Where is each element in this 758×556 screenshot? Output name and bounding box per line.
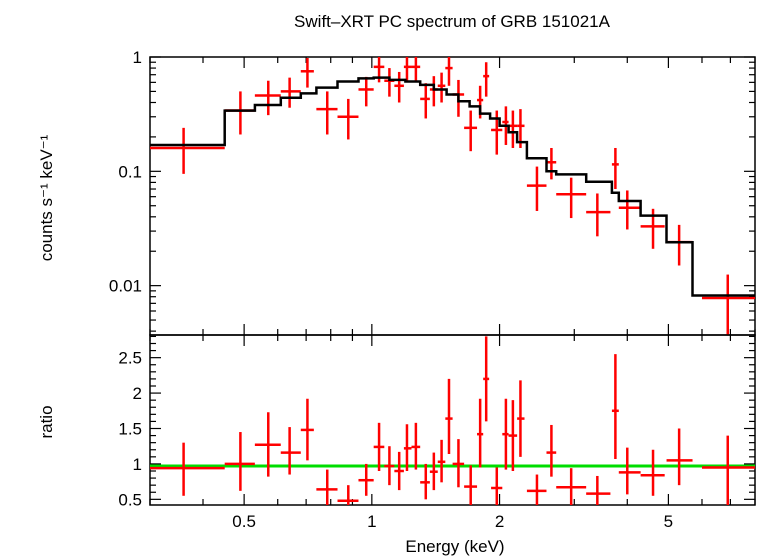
x-axis-label: Energy (keV): [405, 537, 504, 556]
data-point: [483, 336, 490, 422]
spectrum-panel: 0.01 0.1 1: [109, 48, 756, 336]
data-point: [394, 451, 404, 491]
data-point: [420, 463, 430, 500]
data-point: [254, 80, 281, 116]
data-point: [586, 475, 611, 505]
y-tick-label: 1: [133, 455, 142, 474]
data-point: [666, 224, 693, 266]
data-point: [384, 446, 395, 486]
data-point: [701, 274, 755, 335]
data-point: [517, 380, 525, 457]
data-point: [483, 62, 490, 97]
data-point: [420, 83, 430, 119]
ratio-frame: [149, 334, 756, 506]
x-tick-label: 1: [367, 512, 376, 531]
data-point: [403, 424, 412, 471]
y-tick-label: 0.01: [109, 277, 142, 296]
data-point: [666, 428, 693, 486]
data-point: [618, 447, 641, 495]
model-curve: [150, 76, 755, 297]
y-tick-label: 1.5: [118, 420, 142, 439]
data-point: [373, 422, 385, 471]
data-point: [429, 452, 438, 491]
data-point: [300, 58, 314, 88]
data-point: [384, 68, 395, 97]
data-point: [300, 398, 314, 461]
data-point: [394, 71, 404, 103]
data-point: [618, 190, 641, 230]
data-point: [556, 177, 587, 219]
data-point: [546, 147, 557, 180]
data-point: [150, 442, 225, 496]
y-tick-label: 2.5: [118, 349, 142, 368]
data-point: [464, 465, 478, 505]
data-point: [640, 449, 665, 496]
chart-title: Swift–XRT PC spectrum of GRB 151021A: [294, 12, 611, 31]
data-point: [445, 378, 453, 454]
data-point: [701, 435, 755, 505]
data-point: [280, 77, 301, 108]
data-point: [316, 91, 338, 135]
data-point: [429, 76, 438, 107]
y-axis-label-ratio: ratio: [37, 405, 56, 438]
data-point: [526, 166, 547, 211]
data-point: [411, 57, 421, 83]
data-point: [508, 110, 518, 148]
data-point: [150, 127, 225, 174]
data-point: [358, 76, 374, 107]
data-point: [437, 439, 446, 483]
y-tick-label: 2: [133, 384, 142, 403]
data-point: [224, 432, 255, 491]
x-tick-label: 2: [495, 512, 504, 531]
data-point: [411, 422, 421, 470]
ratio-panel: 0.5 1 1.5 2 2.5 0.5 1 2 5: [118, 334, 756, 531]
data-point: [280, 427, 301, 475]
data-point: [445, 57, 453, 86]
data-point: [556, 468, 587, 505]
data-point: [254, 412, 281, 477]
data-point: [477, 398, 484, 468]
data-point: [611, 354, 619, 459]
data-point: [526, 474, 547, 505]
y-tick-label: 0.5: [118, 490, 142, 509]
data-point: [491, 110, 503, 155]
data-point: [508, 400, 518, 471]
data-point: [337, 485, 359, 505]
data-point: [586, 193, 611, 237]
data-point: [316, 469, 338, 505]
y-tick-label: 1: [133, 48, 142, 67]
data-point: [224, 91, 255, 135]
data-point: [337, 98, 359, 140]
x-tick-label: 5: [664, 512, 673, 531]
data-point: [403, 57, 412, 83]
y-tick-label: 0.1: [118, 162, 142, 181]
data-point: [452, 439, 465, 488]
data-point: [502, 398, 509, 470]
data-point: [491, 467, 503, 505]
y-axis-label-spectrum: counts s⁻¹ keV⁻¹: [37, 134, 56, 261]
data-point: [358, 463, 374, 496]
x-tick-label: 0.5: [232, 512, 256, 531]
data-point: [464, 110, 478, 152]
data-point: [546, 424, 557, 477]
data-point: [437, 72, 446, 103]
data-point: [611, 147, 619, 190]
